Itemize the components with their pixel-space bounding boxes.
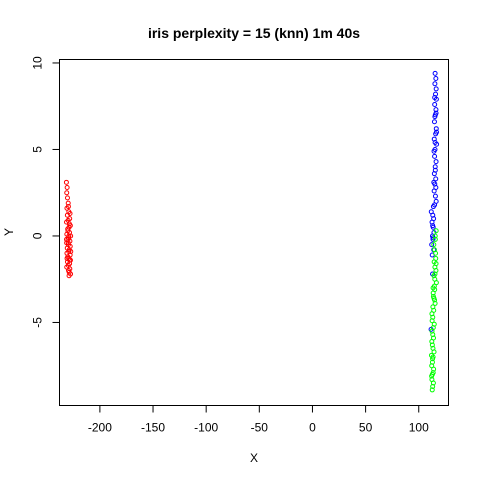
data-point [432,153,438,159]
data-point [429,359,435,365]
data-point [430,345,436,351]
data-point [63,179,69,185]
data-point [64,190,70,196]
data-point [64,195,70,201]
data-point [431,119,437,125]
data-point [431,283,437,289]
data-point [432,101,438,107]
data-point [430,304,436,310]
data-point [67,257,73,263]
data-point [432,236,438,242]
x-tick-label: 0 [309,421,316,435]
data-point [430,325,436,331]
y-axis: -5 0 5 10 [31,56,60,328]
data-point [433,228,439,234]
points-layer [63,70,440,393]
x-tick-label: -150 [141,421,165,435]
data-point [433,126,439,132]
data-point [429,311,435,317]
chart-title: iris perplexity = 15 (knn) 1m 40s [148,25,360,41]
data-point [66,221,72,227]
x-tick-label: 50 [359,421,373,435]
data-point [432,167,438,173]
data-point [431,148,437,154]
data-point [68,249,74,255]
data-point [65,204,71,210]
data-point [433,159,439,165]
data-point [431,366,437,372]
y-tick-label: 0 [31,232,45,239]
data-point [64,185,70,191]
y-tick-label: 5 [31,146,45,153]
data-point [429,371,435,377]
data-point [432,233,438,239]
y-axis-label: Y [2,228,16,236]
data-point [432,164,438,170]
data-point [433,76,439,82]
x-tick-label: -200 [88,421,112,435]
y-tick-label: -5 [31,317,45,328]
data-point [64,236,70,242]
data-point [67,210,73,216]
data-point [66,273,72,279]
data-point [433,86,439,92]
data-point [430,380,436,386]
data-point [433,110,439,116]
x-axis-label: X [250,451,258,465]
data-point [429,242,435,248]
x-tick-label: -100 [194,421,218,435]
data-point [431,295,437,301]
data-point [430,236,436,242]
x-tick-label: 100 [409,421,429,435]
data-point [432,271,438,277]
data-point [432,140,438,146]
data-point [429,318,435,324]
data-point [430,290,436,296]
data-point [430,223,436,229]
x-tick-label: -50 [251,421,269,435]
data-point [433,250,439,256]
data-point [429,338,435,344]
data-point [433,185,439,191]
data-point [432,95,438,101]
data-point [433,129,439,135]
data-point [432,202,438,208]
plot-box [59,59,449,406]
data-point [433,261,439,267]
data-point [432,81,438,87]
data-point [430,332,436,338]
data-point [431,179,437,185]
x-axis: -200 -150 -100 -50 0 50 100 [88,405,429,435]
data-point [65,228,71,234]
data-point [432,70,438,76]
data-point [433,107,439,113]
data-point [66,233,72,239]
y-tick-label: 10 [31,56,45,70]
data-point [429,387,435,393]
data-point [432,193,438,199]
data-point [432,276,438,282]
data-point [430,354,436,360]
data-point [431,242,437,248]
data-point [65,200,71,206]
